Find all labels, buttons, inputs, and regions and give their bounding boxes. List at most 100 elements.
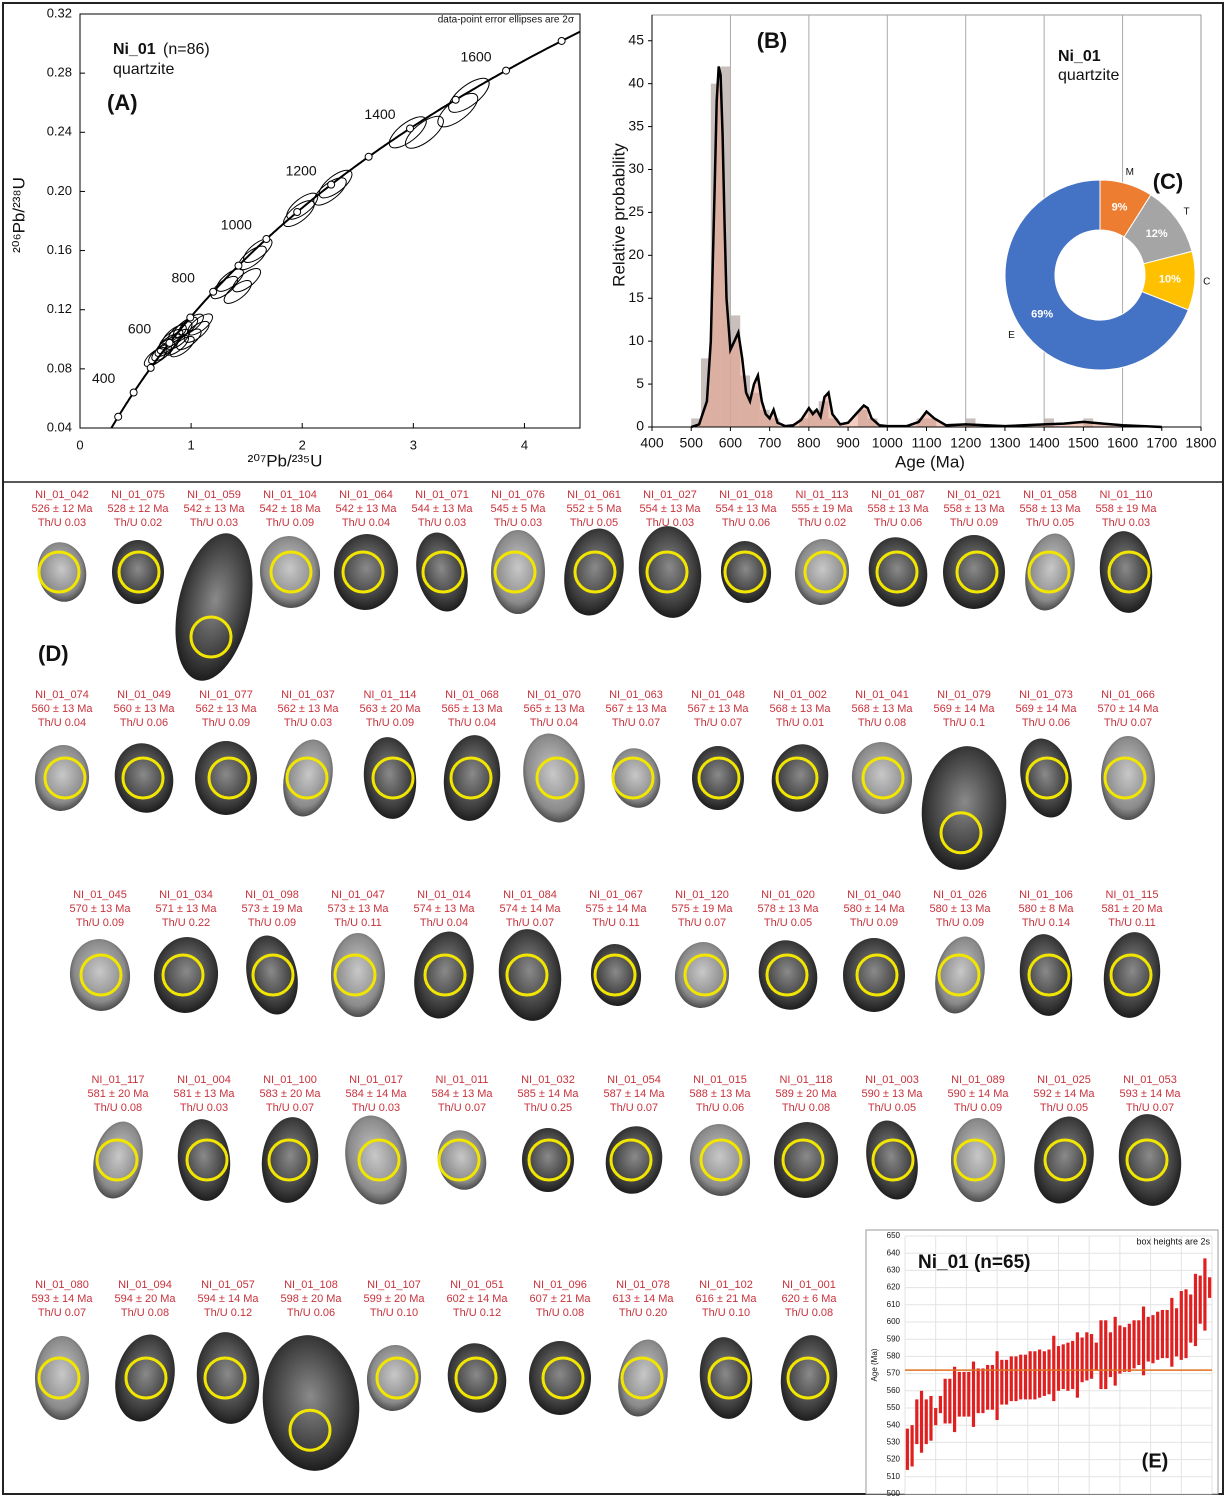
- zircon-grain: [258, 1114, 323, 1205]
- grain-id: NI_01_034: [159, 889, 213, 901]
- grain-thu: Th/U 0.03: [352, 1102, 400, 1114]
- grain-age: 568 ± 13 Ma: [851, 703, 913, 715]
- grain-age: 571 ± 13 Ma: [155, 903, 217, 915]
- grain-id: NI_01_025: [1037, 1074, 1091, 1086]
- panel-label: (C): [1153, 169, 1184, 194]
- x-axis-label: Age (Ma): [895, 452, 965, 471]
- grain-age: 574 ± 13 Ma: [413, 903, 475, 915]
- grain-age: 599 ± 20 Ma: [363, 1293, 425, 1305]
- grain-id: NI_01_104: [263, 489, 317, 501]
- grain-id: NI_01_120: [675, 889, 729, 901]
- grain-id: NI_01_114: [363, 689, 416, 701]
- age-marker: [503, 67, 510, 74]
- grain-age: 574 ± 14 Ma: [499, 903, 561, 915]
- category-label: T: [1184, 207, 1190, 218]
- value-label: 69%: [1031, 308, 1053, 320]
- zircon-grain: [1016, 932, 1076, 1019]
- grain-thu: Th/U 0.03: [38, 517, 86, 529]
- grain-thu: Th/U 0.08: [782, 1102, 830, 1114]
- zircon-grain: [360, 735, 420, 822]
- grain-id: NI_01_080: [35, 1279, 89, 1291]
- grain-thu: Th/U 0.05: [868, 1102, 916, 1114]
- age-marker: [130, 389, 137, 396]
- grain-thu: Th/U 0.08: [121, 1307, 169, 1319]
- zircon-grain: [256, 1330, 366, 1475]
- age-box: [1038, 1350, 1041, 1398]
- grain-id: NI_01_051: [450, 1279, 504, 1291]
- grain-id: NI_01_011: [435, 1074, 488, 1086]
- grain-thu: Th/U 0.22: [162, 917, 210, 929]
- y-tick-label: 550: [887, 1403, 901, 1412]
- grain-age: 554 ± 13 Ma: [639, 503, 701, 515]
- grain-thu: Th/U 0.09: [248, 917, 296, 929]
- age-label: 600: [128, 321, 152, 337]
- grain-id: NI_01_078: [616, 1279, 670, 1291]
- grain-id: NI_01_067: [589, 889, 643, 901]
- y-tick-label: 30: [628, 160, 644, 176]
- zircon-grain: [32, 538, 91, 607]
- grain-thu: Th/U 0.06: [120, 717, 168, 729]
- grain-age: 526 ± 12 Ma: [31, 503, 93, 515]
- age-box: [962, 1372, 965, 1417]
- grain-id: NI_01_076: [491, 489, 545, 501]
- grain-age: 592 ± 14 Ma: [1033, 1088, 1095, 1100]
- age-marker: [263, 236, 270, 243]
- x-axis-label: ²⁰⁷Pb/²³⁵U: [248, 451, 323, 470]
- grain-id: NI_01_003: [865, 1074, 919, 1086]
- grain-thu: Th/U 0.07: [438, 1102, 486, 1114]
- age-box: [977, 1368, 980, 1413]
- grain-thu: Th/U 0.03: [180, 1102, 228, 1114]
- zircon-grain: [150, 934, 222, 1016]
- age-box: [934, 1408, 937, 1425]
- grain-thu: Th/U 0.09: [950, 517, 998, 529]
- y-tick-label: 0.12: [47, 301, 72, 316]
- age-box: [1114, 1317, 1117, 1386]
- age-box: [920, 1391, 923, 1453]
- zircon-grain: [107, 1329, 182, 1427]
- grain-id: NI_01_100: [263, 1074, 317, 1086]
- grain-age: 528 ± 12 Ma: [107, 503, 169, 515]
- zircon-grain: [337, 1110, 414, 1211]
- age-box: [986, 1365, 989, 1410]
- y-tick-label: 0.16: [47, 242, 72, 257]
- category-label: E: [1008, 330, 1015, 341]
- grain-thu: Th/U 0.05: [764, 917, 812, 929]
- grain-id: NI_01_001: [782, 1279, 836, 1291]
- grain-age: 573 ± 13 Ma: [327, 903, 389, 915]
- age-box: [1029, 1351, 1032, 1399]
- grain-id: NI_01_068: [445, 689, 499, 701]
- age-box: [1184, 1289, 1187, 1358]
- zircon-grain: [364, 1342, 425, 1413]
- x-tick-label: 1800: [1185, 435, 1216, 451]
- grain-age: 594 ± 14 Ma: [197, 1293, 259, 1305]
- age-marker: [407, 125, 414, 132]
- age-box: [1128, 1324, 1131, 1372]
- panel-label: (A): [107, 90, 138, 115]
- grain-thu: Th/U 0.07: [38, 1307, 86, 1319]
- grain-thu: Th/U 0.01: [776, 717, 824, 729]
- grain-age: 558 ± 13 Ma: [1019, 503, 1081, 515]
- zircon-grain: [163, 526, 265, 688]
- grain-age: 544 ± 13 Ma: [411, 503, 473, 515]
- grain-age: 554 ± 13 Ma: [715, 503, 777, 515]
- age-box: [953, 1367, 956, 1432]
- grain-age: 558 ± 13 Ma: [867, 503, 929, 515]
- panel-label: (D): [38, 641, 69, 666]
- x-tick-label: 2: [299, 437, 306, 452]
- zircon-grain: [752, 935, 823, 1016]
- age-box: [1090, 1334, 1093, 1379]
- grain-age: 593 ± 14 Ma: [31, 1293, 93, 1305]
- grain-age: 602 ± 14 Ma: [446, 1293, 508, 1305]
- grain-age: 565 ± 13 Ma: [523, 703, 585, 715]
- y-tick-label: 15: [628, 289, 644, 305]
- grain-thu: Th/U 0.04: [38, 717, 86, 729]
- grain-age: 593 ± 14 Ma: [1119, 1088, 1181, 1100]
- grain-id: NI_01_059: [187, 489, 241, 501]
- grain-thu: Th/U 0.02: [798, 517, 846, 529]
- grain-age: 588 ± 13 Ma: [689, 1088, 751, 1100]
- age-marker: [235, 262, 242, 269]
- y-tick-label: 520: [887, 1455, 901, 1464]
- age-box: [967, 1372, 970, 1417]
- density-curve: [691, 67, 1162, 428]
- grain-age: 562 ± 13 Ma: [195, 703, 257, 715]
